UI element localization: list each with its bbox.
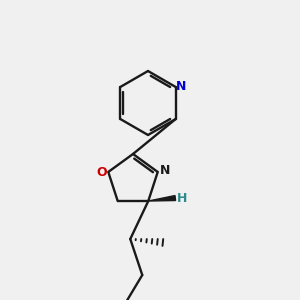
Text: H: H [177, 191, 188, 205]
Text: O: O [96, 167, 106, 179]
Text: N: N [176, 80, 186, 92]
Polygon shape [148, 196, 175, 201]
Text: N: N [160, 164, 170, 178]
